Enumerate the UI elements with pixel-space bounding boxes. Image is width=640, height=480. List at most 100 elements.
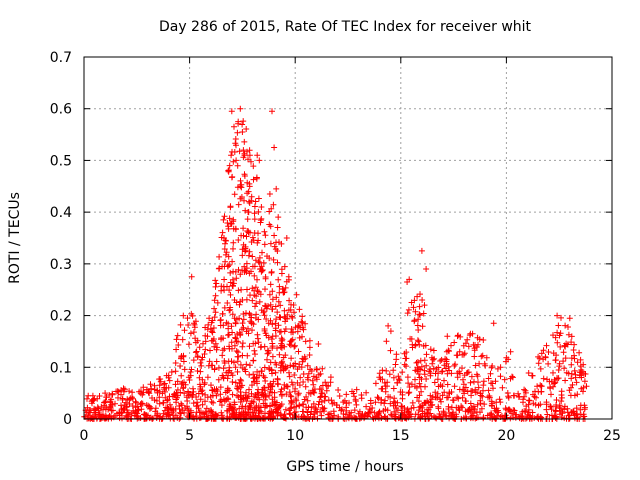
data-point	[256, 372, 263, 379]
data-point	[236, 405, 243, 412]
data-point	[392, 361, 399, 368]
data-point	[243, 310, 249, 317]
data-point	[243, 269, 250, 275]
data-point	[466, 332, 473, 339]
data-point	[220, 365, 227, 372]
data-point	[462, 408, 469, 415]
data-point	[217, 316, 224, 323]
data-point	[300, 371, 307, 377]
data-point	[192, 349, 199, 356]
data-point	[414, 359, 421, 365]
data-point	[196, 344, 203, 351]
data-point	[411, 318, 418, 325]
data-point	[274, 376, 281, 383]
data-point	[192, 339, 199, 346]
data-point	[182, 405, 189, 411]
data-point	[346, 399, 352, 406]
data-point	[431, 355, 438, 362]
data-point	[327, 374, 334, 381]
data-point	[350, 390, 357, 397]
data-point	[189, 312, 196, 319]
data-point	[251, 203, 258, 210]
data-point	[288, 379, 295, 386]
data-point	[459, 394, 466, 401]
y-tick-label: 0.2	[50, 309, 72, 325]
data-point	[577, 356, 584, 363]
data-point	[271, 232, 278, 239]
data-point	[260, 259, 267, 266]
data-point	[185, 341, 192, 348]
data-point	[135, 406, 142, 413]
data-point	[406, 413, 413, 420]
data-point	[454, 394, 461, 401]
data-point	[378, 415, 385, 421]
data-point	[560, 358, 567, 365]
data-point	[240, 316, 247, 323]
data-point	[252, 257, 259, 264]
data-point	[580, 388, 586, 395]
x-tick-label: 0	[80, 428, 89, 444]
data-point	[395, 376, 402, 383]
data-point	[258, 408, 265, 415]
data-point	[382, 413, 389, 420]
data-point	[363, 403, 370, 410]
data-point	[275, 214, 282, 221]
data-point	[226, 307, 233, 314]
data-point	[343, 391, 350, 398]
data-point	[207, 393, 214, 400]
data-point	[578, 374, 585, 381]
data-point	[240, 396, 247, 402]
data-point	[281, 328, 288, 335]
data-point	[439, 392, 446, 399]
data-point	[577, 363, 584, 370]
data-point	[246, 362, 253, 369]
data-point	[497, 364, 504, 371]
data-point	[198, 409, 204, 416]
data-point	[289, 336, 296, 343]
data-point	[271, 243, 278, 250]
data-point	[511, 392, 518, 399]
data-point	[156, 376, 163, 383]
data-point	[261, 228, 268, 235]
data-point	[475, 384, 482, 391]
data-point	[414, 368, 421, 375]
data-point	[286, 407, 293, 414]
data-point	[180, 312, 187, 319]
data-point	[185, 322, 192, 328]
data-point	[261, 327, 268, 334]
data-point	[419, 323, 426, 330]
data-point	[267, 281, 274, 288]
data-point	[555, 322, 562, 329]
data-point	[543, 406, 550, 413]
data-point	[261, 374, 268, 381]
data-point	[279, 336, 286, 343]
data-point	[246, 152, 253, 159]
x-tick-label: 20	[497, 428, 515, 444]
data-point	[404, 406, 411, 413]
data-point	[479, 393, 486, 400]
data-point	[149, 395, 155, 401]
data-point	[201, 351, 208, 357]
data-point	[387, 394, 394, 401]
data-point	[582, 404, 588, 411]
data-point	[312, 405, 319, 411]
data-point	[251, 379, 258, 385]
data-point	[224, 300, 231, 306]
data-point	[118, 402, 124, 409]
data-point	[134, 410, 141, 417]
data-point	[293, 291, 300, 298]
data-point	[303, 393, 310, 400]
data-point	[404, 374, 411, 381]
data-point	[251, 216, 258, 223]
data-point	[226, 162, 233, 169]
data-point	[501, 376, 508, 383]
data-point	[250, 357, 257, 364]
data-point	[336, 393, 343, 399]
data-point	[295, 348, 302, 355]
x-tick-label: 25	[603, 428, 621, 444]
data-point	[237, 271, 244, 278]
data-point	[220, 396, 227, 403]
data-point	[453, 411, 460, 418]
data-point	[188, 407, 194, 414]
data-point	[229, 311, 236, 318]
